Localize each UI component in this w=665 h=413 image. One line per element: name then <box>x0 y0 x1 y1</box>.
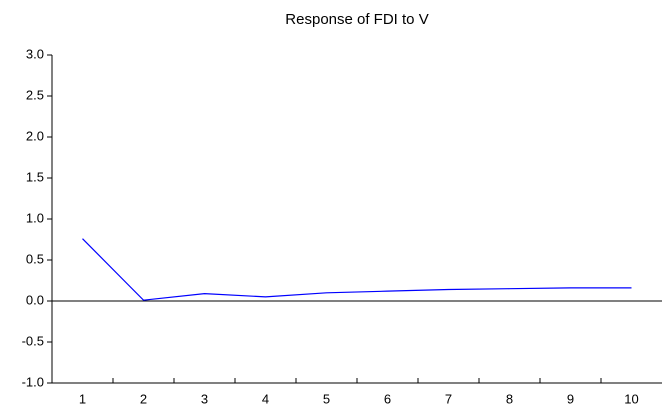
chart-title: Response of FDI to V <box>285 11 428 28</box>
x-tick-label: 5 <box>323 391 330 406</box>
y-tick-label: -0.5 <box>22 333 44 348</box>
y-tick-label: -1.0 <box>22 374 44 389</box>
y-tick-label: 0.5 <box>26 251 44 266</box>
line-series <box>82 238 632 301</box>
y-tick-label: 2.5 <box>26 87 44 102</box>
x-tick-label: 3 <box>201 391 208 406</box>
x-tick-label: 8 <box>506 391 513 406</box>
y-tick-label: 2.0 <box>26 128 44 143</box>
x-tick-label: 2 <box>140 391 147 406</box>
x-tick-label: 6 <box>384 391 391 406</box>
x-tick-label: 9 <box>567 391 574 406</box>
y-tick-label: 1.0 <box>26 210 44 225</box>
y-tick-label: 0.0 <box>26 292 44 307</box>
x-tick-label: 10 <box>624 391 638 406</box>
x-tick-label: 7 <box>445 391 452 406</box>
x-tick-label: 4 <box>262 391 269 406</box>
y-tick-label: 3.0 <box>26 46 44 61</box>
x-tick-label: 1 <box>79 391 86 406</box>
y-tick-label: 1.5 <box>26 169 44 184</box>
